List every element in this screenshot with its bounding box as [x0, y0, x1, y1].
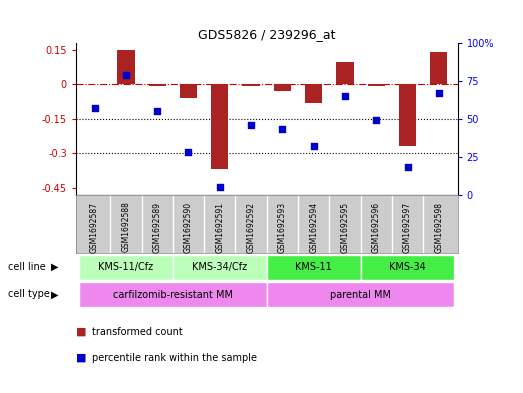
- Point: [435, 90, 443, 96]
- Point: [341, 93, 349, 99]
- Point: [184, 149, 192, 155]
- Bar: [79, 255, 173, 280]
- Bar: [305, 84, 322, 103]
- Text: GSM1692589: GSM1692589: [153, 202, 162, 253]
- Text: ■: ■: [76, 327, 86, 337]
- Text: GSM1692596: GSM1692596: [372, 202, 381, 253]
- Text: KMS-34/Cfz: KMS-34/Cfz: [192, 262, 247, 272]
- Point: [90, 105, 99, 112]
- Text: cell line: cell line: [8, 262, 46, 272]
- Bar: [361, 255, 454, 280]
- Point: [310, 143, 318, 149]
- Title: GDS5826 / 239296_at: GDS5826 / 239296_at: [198, 28, 335, 40]
- Text: GSM1692595: GSM1692595: [340, 202, 349, 253]
- Text: percentile rank within the sample: percentile rank within the sample: [92, 353, 256, 363]
- Bar: [368, 84, 385, 86]
- Text: GSM1692594: GSM1692594: [309, 202, 318, 253]
- Bar: [430, 52, 448, 84]
- Bar: [149, 84, 166, 86]
- Point: [122, 72, 130, 78]
- Bar: [243, 84, 260, 86]
- Bar: [211, 84, 229, 169]
- Text: KMS-11: KMS-11: [295, 262, 332, 272]
- Text: GSM1692598: GSM1692598: [434, 202, 444, 253]
- Text: GSM1692593: GSM1692593: [278, 202, 287, 253]
- Point: [247, 122, 255, 128]
- Bar: [173, 255, 267, 280]
- Text: parental MM: parental MM: [330, 290, 391, 300]
- Text: GSM1692587: GSM1692587: [90, 202, 99, 253]
- Point: [215, 184, 224, 190]
- Text: ■: ■: [76, 353, 86, 363]
- Text: KMS-34: KMS-34: [389, 262, 426, 272]
- Bar: [180, 84, 197, 98]
- Bar: [267, 255, 361, 280]
- Text: ▶: ▶: [51, 262, 59, 272]
- Text: GSM1692590: GSM1692590: [184, 202, 193, 253]
- Text: GSM1692588: GSM1692588: [121, 202, 130, 252]
- Bar: [399, 84, 416, 146]
- Text: cell type: cell type: [8, 289, 50, 299]
- Text: GSM1692592: GSM1692592: [246, 202, 256, 253]
- Bar: [79, 282, 267, 307]
- Text: ▶: ▶: [51, 289, 59, 299]
- Point: [372, 117, 380, 123]
- Text: KMS-11/Cfz: KMS-11/Cfz: [98, 262, 153, 272]
- Bar: [336, 62, 354, 84]
- Bar: [267, 282, 454, 307]
- Text: GSM1692597: GSM1692597: [403, 202, 412, 253]
- Point: [403, 164, 412, 171]
- Point: [153, 108, 162, 114]
- Text: carfilzomib-resistant MM: carfilzomib-resistant MM: [113, 290, 233, 300]
- Text: transformed count: transformed count: [92, 327, 183, 337]
- Bar: [274, 84, 291, 91]
- Bar: [117, 50, 134, 84]
- Point: [278, 126, 287, 132]
- Text: GSM1692591: GSM1692591: [215, 202, 224, 253]
